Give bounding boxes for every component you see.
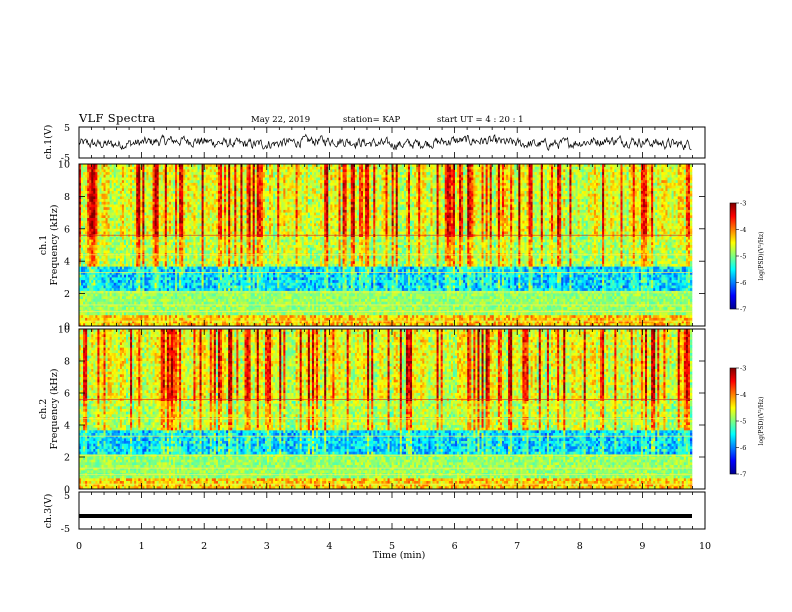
colorbar-tick-label: -6 [740,279,746,287]
ch3-waveform-frame [78,491,706,530]
time-tick-label: 6 [452,541,458,552]
date-label: May 22, 2019 [251,115,310,125]
figure-title: VLF Spectra [78,111,155,125]
colorbar-tick-label: -5 [740,417,746,425]
ch3-ylabel: ch.3(V) [43,494,54,529]
colorbar-tick-label: -5 [740,252,746,260]
ch2-colorbar-title: log(PSD)(V²/Hz) [758,397,765,446]
ch2-spectrogram-heatmap [79,329,693,490]
ch1-colorbar-title: log(PSD)(V²/Hz) [758,232,765,281]
colorbar-tick-label: -3 [740,199,746,207]
time-axis-label: Time (min) [373,550,426,561]
frequency-tick-label: 0 [64,322,70,333]
colorbar-tick-label: -4 [740,391,746,399]
frequency-tick-label: 8 [64,357,70,368]
ch1-colorbar [729,202,737,310]
ch2-spectrogram-yticks: 0 2 4 6 8 10 [58,325,705,496]
frequency-tick-label: 0 [64,485,70,496]
ch3-waveform-panel: 5 -5 ch.3(V) [43,491,706,535]
frequency-tick-label: 10 [58,325,70,336]
time-tick-label: 7 [514,541,520,552]
frequency-tick-label: 10 [58,160,70,171]
ch1-waveform-trace [79,133,692,151]
ch1-ytick-top: 5 [64,123,70,134]
frequency-tick-label: 2 [64,453,70,464]
time-tick-label: 0 [76,541,82,552]
frequency-tick-label: 6 [64,389,70,400]
time-tick-label: 1 [139,541,145,552]
time-tick-label: 5 [389,541,395,552]
ch2-spectrogram-ylabel: Frequency (kHz) [49,369,60,450]
colorbar-tick-label: -7 [740,470,746,478]
time-tick-label: 4 [326,541,332,552]
ch2-colorbar-ticks: -3 -4 -5 -6 -7 [736,364,746,478]
ch3-ytick-top: 5 [64,491,70,502]
frequency-tick-label: 4 [64,421,70,432]
ch1-ytick-bottom: -5 [61,153,70,164]
ch1-colorbar-ticks: -3 -4 -5 -6 -7 [736,199,746,313]
ch2-spectrogram-channel-label: ch.2 [38,399,49,420]
frequency-tick-label: 2 [64,289,70,300]
frequency-tick-label: 8 [64,192,70,203]
colorbar-tick-label: -3 [740,364,746,372]
colorbar-tick-label: -7 [740,305,746,313]
frequency-tick-label: 4 [64,257,70,268]
station-label: station= KAP [343,115,401,125]
ch1-waveform-panel: 5 -5 ch.1(V) [43,123,706,164]
time-tick-label: 3 [264,541,270,552]
colorbar-tick-label: -4 [740,226,746,234]
time-axis-ticks [78,127,706,529]
time-axis-tick-labels: 0 1 2 3 4 5 6 7 8 9 10 [76,541,711,552]
ch2-colorbar [729,367,737,475]
ch1-spectrogram-channel-label: ch.1 [38,235,49,256]
time-tick-label: 9 [639,541,645,552]
ch1-spectrogram-heatmap [79,164,693,327]
ch1-waveform-plot [79,133,692,151]
ch1-spectrogram-ylabel: Frequency (kHz) [49,205,60,286]
ch1-ylabel: ch.1(V) [43,125,54,160]
frequency-tick-label: 6 [64,224,70,235]
time-tick-label: 2 [201,541,207,552]
colorbar-tick-label: -6 [740,444,746,452]
time-tick-label: 10 [699,541,711,552]
ch1-spectrogram-yticks: 0 2 4 6 8 10 [58,160,705,333]
start-ut-label: start UT = 4 : 20 : 1 [437,115,524,125]
ch3-ytick-bottom: -5 [61,524,70,535]
time-tick-label: 8 [577,541,583,552]
